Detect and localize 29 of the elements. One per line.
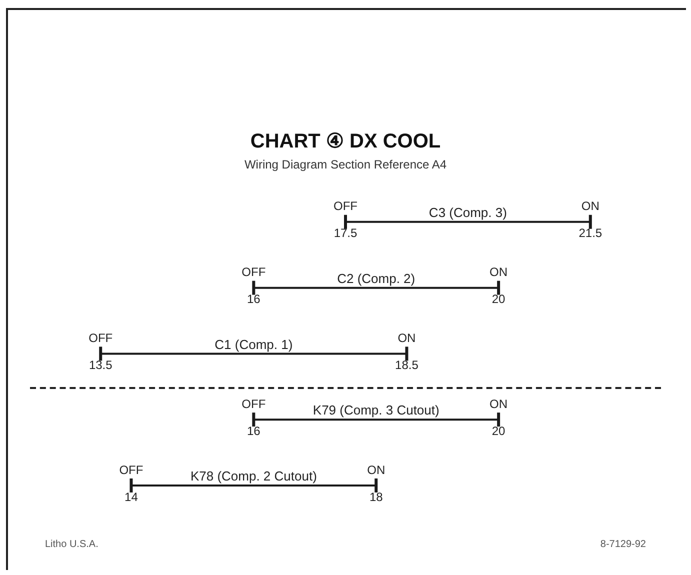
text: ON [367, 462, 386, 477]
text: OFF [242, 396, 266, 411]
text: ON [490, 396, 508, 411]
data-label: 18.5 [395, 358, 419, 372]
data-label: 16 [246, 424, 261, 438]
data-label: 16 [246, 292, 261, 306]
data-label: 13.5 [88, 358, 113, 372]
text: ON [398, 331, 416, 346]
text: OFF [242, 265, 266, 280]
category-label: K79 (Comp. 3 Cutout) [312, 402, 440, 418]
text: Litho U.S.A. [45, 539, 98, 550]
category-label: C3 (Comp. 3) [428, 205, 507, 220]
data-label: 21.5 [578, 226, 602, 240]
legend-label: ON [581, 199, 600, 214]
text: OFF [88, 331, 113, 346]
category-label: K78 (Comp. 2 Cutout) [190, 468, 317, 484]
data-label: 20 [492, 292, 506, 306]
text: CHART ④ DX COOL [250, 130, 441, 153]
data-label: 17.5 [334, 226, 358, 240]
data-label: 20 [492, 424, 506, 438]
text: OFF [119, 462, 144, 477]
legend-label: OFF [334, 199, 358, 214]
category-label: C1 (Comp. 1) [214, 336, 293, 352]
category-label: C2 (Comp. 2) [337, 270, 416, 286]
data-label: 18 [369, 490, 384, 504]
data-label: 14 [124, 490, 138, 504]
text: 8-7129-92 [600, 539, 646, 550]
text: ON [490, 265, 508, 280]
text: Wiring Diagram Section Reference A4 [244, 158, 447, 172]
